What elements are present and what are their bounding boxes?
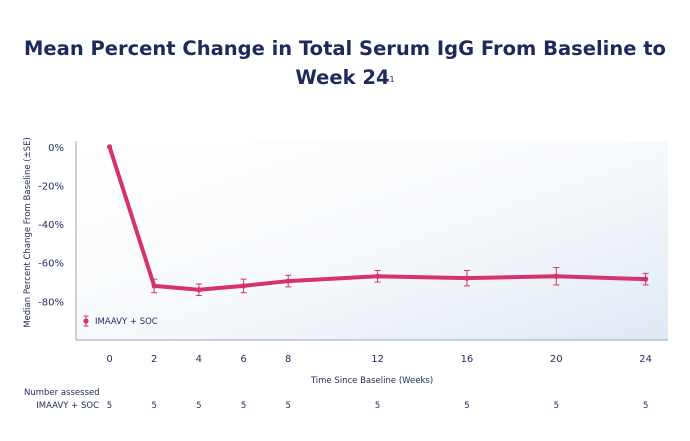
y-tick-label: -80% [38, 297, 64, 308]
x-tick-label: 8 [285, 354, 291, 365]
x-tick-label: 2 [151, 354, 157, 365]
data-point [464, 275, 470, 281]
y-tick-label: -40% [38, 220, 64, 231]
x-tick-label: 16 [461, 354, 474, 365]
x-axis-title: Time Since Baseline (Weeks) [310, 376, 433, 386]
data-point [196, 287, 202, 293]
data-point [374, 273, 381, 279]
data-point [240, 283, 247, 289]
number-assessed-value: 5 [375, 401, 380, 411]
data-point [106, 144, 113, 150]
x-tick-label: 6 [240, 354, 246, 365]
number-assessed-value: 5 [464, 401, 469, 411]
legend-label: IMAAVY + SOC [95, 317, 158, 327]
number-assessed-value: 5 [241, 401, 246, 411]
chart-title-line-1: Mean Percent Change in Total Serum IgG F… [24, 37, 666, 60]
plot-area [76, 141, 668, 340]
number-assessed-value: 5 [643, 401, 648, 411]
x-tick-label: 12 [371, 354, 384, 365]
x-tick-label: 4 [196, 354, 202, 365]
number-assessed-value: 5 [107, 401, 112, 411]
number-assessed-value: 5 [286, 401, 291, 411]
y-tick-label: -20% [38, 181, 64, 192]
x-tick-label: 20 [550, 354, 563, 365]
legend-item: IMAAVY + SOC [83, 315, 158, 327]
y-tick-label: 0% [48, 143, 64, 154]
chart-title: Mean Percent Change in Total Serum IgG F… [0, 34, 690, 92]
title-footnote: 1 [389, 75, 395, 84]
chart-title-line-2: Week 24 [295, 66, 390, 89]
x-tick-label: 24 [639, 354, 652, 365]
data-point [553, 273, 559, 279]
data-point [151, 283, 157, 289]
legend-marker [83, 318, 89, 324]
y-axis-title: Median Percent Change From Baseline (±SE… [23, 137, 33, 328]
x-tick-label: 0 [106, 354, 112, 365]
data-point [643, 276, 649, 282]
number-assessed-value: 5 [151, 401, 156, 411]
y-tick-label: -60% [38, 259, 64, 270]
data-point [285, 278, 291, 284]
number-assessed-header: Number assessed [24, 388, 100, 398]
number-assessed-row-label: IMAAVY + SOC [36, 401, 99, 411]
number-assessed-value: 5 [196, 401, 201, 411]
number-assessed-value: 5 [554, 401, 559, 411]
